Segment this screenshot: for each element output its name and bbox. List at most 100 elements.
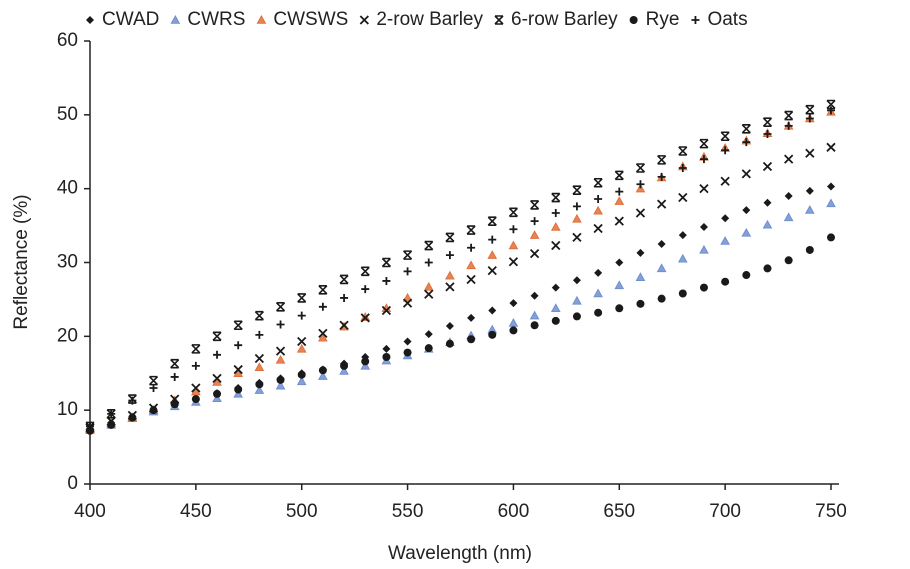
point bbox=[467, 243, 476, 252]
point bbox=[635, 183, 646, 193]
point bbox=[148, 375, 159, 386]
point bbox=[720, 131, 730, 142]
legend-item: Oats bbox=[691, 9, 748, 30]
point bbox=[614, 216, 624, 226]
point bbox=[445, 270, 455, 280]
point bbox=[254, 310, 264, 321]
legend-marker bbox=[629, 16, 638, 24]
x-tick-label: 450 bbox=[180, 501, 212, 522]
point bbox=[805, 104, 815, 115]
point bbox=[530, 200, 540, 210]
point bbox=[805, 186, 814, 195]
point bbox=[212, 393, 222, 403]
legend-marker bbox=[86, 16, 94, 24]
point bbox=[636, 248, 645, 257]
point bbox=[826, 142, 836, 152]
x-tick-label: 550 bbox=[392, 501, 424, 522]
point bbox=[572, 185, 582, 195]
legend-marker bbox=[170, 14, 181, 24]
legend-label: 2-row Barley bbox=[376, 9, 483, 30]
point bbox=[467, 335, 476, 344]
point bbox=[614, 170, 624, 181]
legend-marker bbox=[359, 15, 369, 25]
y-tick-label: 60 bbox=[57, 30, 78, 51]
point bbox=[86, 422, 94, 431]
point bbox=[572, 312, 581, 321]
point bbox=[551, 316, 560, 325]
point bbox=[508, 257, 519, 267]
point bbox=[213, 350, 222, 359]
legend-item: CWSWS bbox=[256, 9, 348, 30]
point bbox=[276, 375, 285, 384]
point bbox=[466, 260, 476, 270]
y-tick-label: 10 bbox=[57, 399, 78, 420]
point bbox=[382, 276, 391, 285]
point bbox=[381, 305, 392, 316]
point bbox=[445, 321, 454, 330]
point bbox=[784, 121, 793, 130]
point bbox=[615, 187, 624, 196]
point bbox=[445, 251, 454, 260]
point bbox=[551, 209, 560, 218]
point bbox=[657, 240, 666, 249]
point bbox=[763, 264, 772, 273]
point bbox=[615, 304, 624, 313]
point bbox=[254, 385, 265, 394]
point bbox=[170, 358, 180, 369]
point bbox=[445, 282, 455, 292]
legend-item: CWAD bbox=[86, 9, 159, 30]
point bbox=[762, 161, 773, 172]
point bbox=[678, 289, 687, 298]
point bbox=[656, 263, 667, 273]
point bbox=[403, 250, 413, 260]
point bbox=[255, 330, 264, 339]
point bbox=[191, 395, 200, 404]
point bbox=[424, 344, 433, 353]
point bbox=[784, 256, 793, 265]
point bbox=[677, 253, 688, 263]
point bbox=[741, 124, 751, 134]
point bbox=[191, 361, 200, 370]
point bbox=[593, 288, 603, 298]
point bbox=[488, 235, 497, 244]
point bbox=[170, 372, 179, 381]
point bbox=[742, 206, 751, 215]
point bbox=[381, 257, 391, 268]
point bbox=[149, 406, 158, 415]
point bbox=[762, 117, 773, 128]
point bbox=[721, 214, 730, 223]
point bbox=[234, 385, 243, 394]
point bbox=[742, 271, 751, 280]
point bbox=[720, 236, 730, 245]
point bbox=[635, 163, 646, 173]
legend-label: Oats bbox=[707, 9, 747, 30]
point bbox=[572, 276, 581, 285]
point bbox=[783, 212, 794, 222]
point bbox=[403, 267, 412, 276]
x-tick-label: 500 bbox=[286, 501, 318, 522]
point bbox=[297, 336, 307, 347]
point bbox=[255, 380, 264, 389]
x-tick-label: 700 bbox=[709, 501, 741, 522]
point bbox=[699, 184, 709, 194]
point bbox=[594, 268, 603, 277]
point bbox=[318, 302, 327, 311]
point bbox=[741, 169, 751, 179]
point bbox=[720, 176, 730, 186]
point bbox=[529, 310, 540, 320]
point bbox=[572, 213, 582, 223]
point bbox=[233, 364, 243, 375]
point bbox=[424, 240, 434, 251]
point bbox=[826, 198, 836, 208]
point bbox=[360, 360, 371, 370]
point bbox=[763, 198, 772, 207]
point bbox=[318, 285, 328, 295]
point bbox=[805, 245, 814, 254]
legend-marker bbox=[256, 14, 267, 24]
y-tick-label: 40 bbox=[57, 178, 78, 199]
point bbox=[339, 274, 349, 285]
point bbox=[508, 318, 519, 327]
point bbox=[509, 299, 518, 308]
point bbox=[657, 172, 666, 181]
